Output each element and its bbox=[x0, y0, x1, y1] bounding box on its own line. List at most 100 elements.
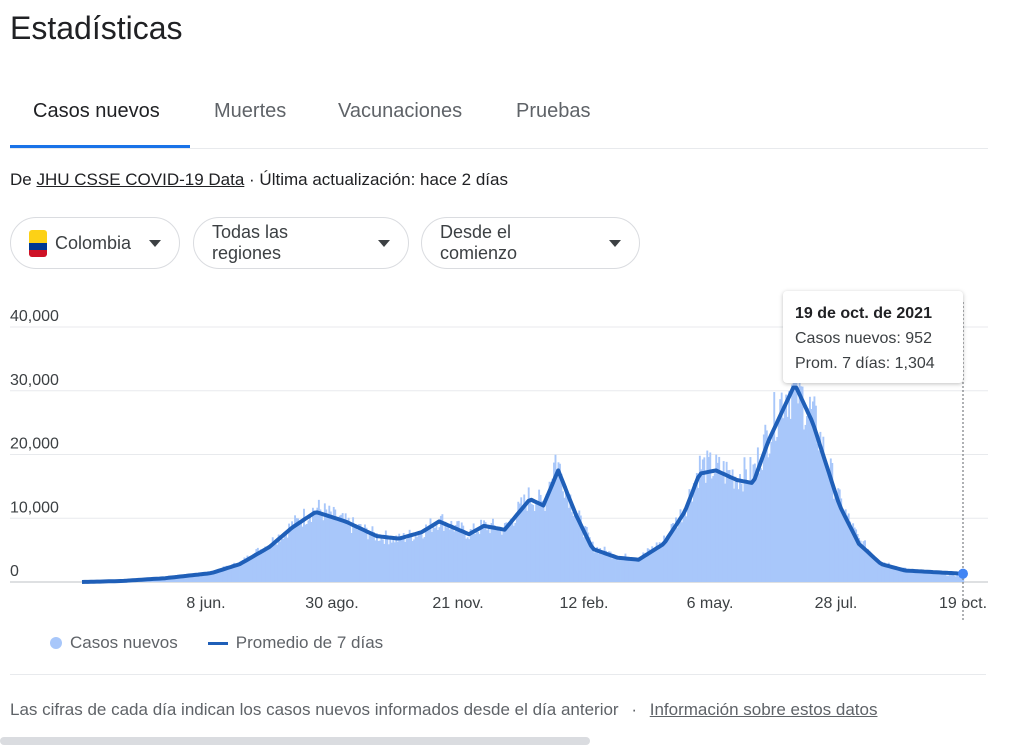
daily-case-bar bbox=[689, 496, 692, 582]
daily-case-bar bbox=[370, 533, 372, 582]
footer-note: Las cifras de cada día indican los casos… bbox=[10, 700, 877, 720]
daily-case-bar bbox=[362, 531, 365, 582]
daily-case-bar bbox=[560, 473, 563, 582]
daily-case-bar bbox=[773, 392, 776, 582]
daily-case-bar bbox=[692, 483, 695, 582]
daily-case-bar bbox=[859, 540, 862, 582]
daily-case-bar bbox=[865, 551, 868, 582]
x-tick-label: 12 feb. bbox=[560, 595, 609, 612]
daily-case-bar bbox=[548, 481, 551, 582]
daily-case-bar bbox=[624, 553, 627, 582]
daily-case-bar bbox=[183, 576, 186, 582]
daily-case-bar bbox=[544, 510, 547, 582]
daily-case-bar bbox=[627, 558, 630, 582]
daily-case-bar bbox=[465, 538, 468, 582]
daily-case-bar bbox=[355, 524, 358, 582]
daily-case-bar bbox=[175, 577, 177, 582]
daily-case-bar bbox=[899, 569, 902, 582]
daily-case-bar bbox=[306, 523, 308, 582]
daily-case-bar bbox=[811, 401, 814, 582]
data-info-link[interactable]: Información sobre estos datos bbox=[649, 700, 878, 719]
source-prefix: De bbox=[10, 170, 32, 189]
daily-case-bar bbox=[956, 575, 959, 582]
daily-case-bar bbox=[806, 416, 808, 582]
daily-case-bar bbox=[200, 574, 203, 582]
daily-case-bar bbox=[438, 527, 441, 582]
daily-case-bar bbox=[301, 526, 304, 582]
daily-case-bar bbox=[334, 509, 337, 582]
daily-case-bar bbox=[384, 530, 387, 582]
daily-case-bar bbox=[198, 574, 201, 582]
daily-case-bar bbox=[679, 509, 682, 582]
daily-case-bar bbox=[270, 544, 273, 582]
daily-case-bar bbox=[505, 522, 508, 582]
daily-case-bar bbox=[509, 518, 512, 582]
daily-case-bar bbox=[326, 513, 329, 582]
horizontal-scrollbar[interactable] bbox=[0, 737, 590, 745]
daily-case-bar bbox=[493, 525, 496, 582]
tab-pruebas[interactable]: Pruebas bbox=[516, 100, 591, 122]
daily-case-bar bbox=[910, 571, 913, 582]
daily-case-bar bbox=[372, 532, 375, 582]
daily-case-bar bbox=[371, 526, 374, 582]
tab-vacunaciones[interactable]: Vacunaciones bbox=[338, 100, 463, 122]
daily-case-bar bbox=[423, 537, 426, 582]
country-select[interactable]: Colombia bbox=[10, 217, 180, 269]
daily-case-bar bbox=[410, 534, 413, 582]
daily-case-bar bbox=[776, 437, 779, 582]
region-select[interactable]: Todas las regiones bbox=[193, 217, 409, 269]
daily-case-bar bbox=[682, 512, 685, 582]
daily-case-bar bbox=[487, 524, 490, 582]
active-tab-indicator bbox=[10, 145, 190, 148]
daily-case-bar bbox=[350, 532, 353, 582]
daily-case-bar bbox=[706, 450, 709, 582]
daily-case-bar bbox=[768, 453, 771, 582]
daily-case-bar bbox=[810, 409, 813, 582]
daily-case-bar bbox=[521, 506, 524, 582]
daily-case-bar bbox=[294, 515, 297, 582]
daily-case-bar bbox=[454, 524, 457, 582]
daily-case-bar bbox=[172, 577, 174, 582]
daily-case-bar bbox=[846, 515, 849, 582]
daily-case-bar bbox=[631, 560, 634, 582]
daily-case-bar bbox=[834, 493, 837, 582]
daily-case-bar bbox=[755, 468, 758, 582]
source-link[interactable]: JHU CSSE COVID-19 Data bbox=[36, 170, 245, 189]
daily-case-bar bbox=[246, 555, 249, 582]
daily-case-bar bbox=[749, 457, 752, 582]
daily-case-bar bbox=[551, 478, 554, 582]
daily-case-bar bbox=[727, 470, 730, 582]
daily-case-bar bbox=[197, 574, 200, 582]
daily-case-bar bbox=[268, 546, 271, 582]
cases-chart[interactable]: 0 10,000 20,000 30,000 40,000 8 jun. 30 ago. 2… bbox=[0, 300, 1015, 630]
daily-case-bar bbox=[925, 571, 927, 582]
daily-case-bar bbox=[176, 577, 179, 582]
daily-case-bar bbox=[695, 472, 698, 582]
daily-case-bar bbox=[325, 509, 328, 582]
daily-case-bar bbox=[944, 573, 947, 582]
daily-case-bar bbox=[456, 521, 459, 582]
daily-case-bar bbox=[782, 418, 785, 582]
daily-case-bar bbox=[311, 507, 314, 582]
daily-case-bar bbox=[572, 515, 575, 582]
hover-point[interactable] bbox=[958, 568, 968, 579]
daily-case-bar bbox=[291, 521, 294, 582]
tab-casos-nuevos[interactable]: Casos nuevos bbox=[33, 100, 160, 122]
daily-case-bar bbox=[840, 498, 843, 582]
daily-case-bar bbox=[698, 455, 701, 582]
daily-case-bar bbox=[178, 576, 180, 582]
daily-case-bar bbox=[852, 523, 855, 582]
daily-case-bar bbox=[259, 549, 262, 582]
x-tick-label: 21 nov. bbox=[432, 595, 483, 612]
daily-case-bar bbox=[748, 482, 750, 582]
daily-case-bar bbox=[313, 510, 316, 582]
tab-muertes[interactable]: Muertes bbox=[214, 100, 287, 122]
range-select[interactable]: Desde el comienzo bbox=[421, 217, 640, 269]
daily-case-bar bbox=[733, 488, 736, 582]
daily-case-bar bbox=[212, 572, 215, 582]
daily-case-bar bbox=[795, 360, 798, 582]
daily-case-bar bbox=[887, 562, 890, 582]
daily-case-bar bbox=[179, 576, 182, 582]
daily-case-bar bbox=[640, 557, 643, 582]
daily-case-bar bbox=[761, 470, 764, 582]
